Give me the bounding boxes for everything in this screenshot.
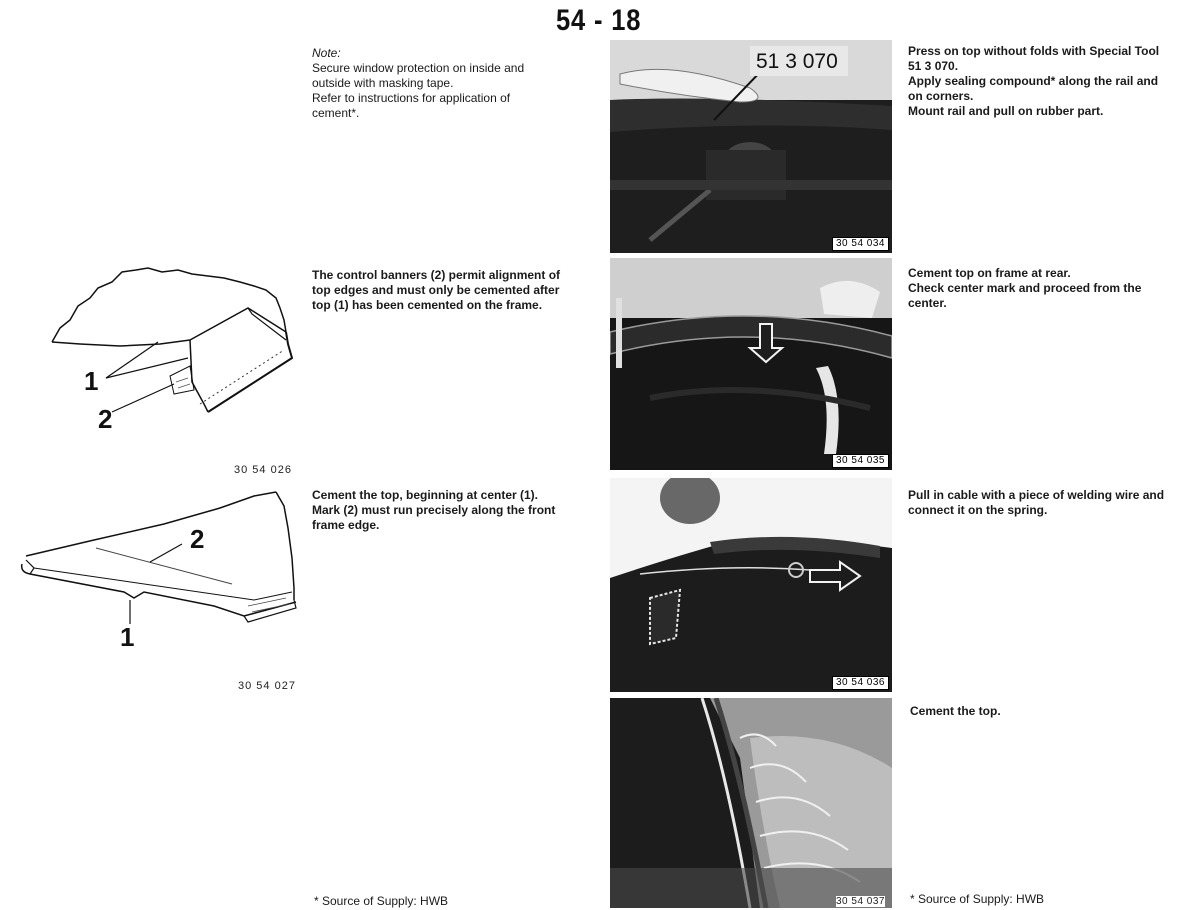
cement-center-text: Cement the top, beginning at center (1).… <box>312 488 555 533</box>
text-line: 51 3 070. <box>908 59 959 73</box>
text-line: on corners. <box>908 89 974 103</box>
banners-drawing: 1 2 <box>40 262 300 442</box>
photo-rear-frame: 30 54 035 <box>610 258 892 470</box>
callout-1: 1 <box>84 366 98 396</box>
figure-code: 30 54 027 <box>238 680 296 692</box>
step-1-text: Press on top without folds with Special … <box>908 44 1159 119</box>
note-text: Note: Secure window protection on inside… <box>312 46 524 121</box>
figure-code: 30 54 026 <box>234 464 292 476</box>
text-line: top (1) has been cemented on the frame. <box>312 298 543 312</box>
note-line: cement*. <box>312 106 360 120</box>
text-line: Pull in cable with a piece of welding wi… <box>908 488 1165 502</box>
text-line: Mark (2) must run precisely along the fr… <box>312 503 556 517</box>
cement-center-drawing: 2 1 <box>14 488 300 658</box>
text-line: frame edge. <box>312 518 380 532</box>
note-line: outside with masking tape. <box>312 76 454 90</box>
step-2-text: Cement top on frame at rear. Check cente… <box>908 266 1141 311</box>
photo-code: 30 54 037 <box>836 896 885 907</box>
callout-2: 2 <box>190 524 204 554</box>
photo-image <box>610 698 892 908</box>
banners-text: The control banners (2) permit alignment… <box>312 268 560 313</box>
top-edge-illustration: 2 1 <box>20 491 297 652</box>
callout-2: 2 <box>98 404 112 434</box>
tool-number-label: 51 3 070 <box>756 50 838 73</box>
text-line: Cement the top. <box>910 704 1001 718</box>
step-3-text: Pull in cable with a piece of welding wi… <box>908 488 1164 518</box>
text-line: top edges and must only be cemented afte… <box>312 283 560 297</box>
footnote: * Source of Supply: HWB <box>910 892 1045 906</box>
photo-cement-top <box>610 698 892 908</box>
text-line: connect it on the spring. <box>908 503 1048 517</box>
text-line: The control banners (2) permit alignment… <box>312 268 561 282</box>
page-number: 54 - 18 <box>556 4 642 37</box>
note-label: Note: <box>312 46 341 60</box>
step-4-text: Cement the top. <box>910 704 1001 719</box>
photo-code: 30 54 034 <box>832 237 889 251</box>
text-line: Cement the top, beginning at center (1). <box>312 488 539 502</box>
photo-code: 30 54 036 <box>832 676 889 690</box>
photo-image <box>610 258 892 470</box>
text-line: Apply sealing compound* along the rail a… <box>908 74 1159 88</box>
top-corner-illustration: 1 2 <box>51 267 294 434</box>
note-line: Secure window protection on inside and <box>312 61 525 75</box>
text-line: Cement top on frame at rear. <box>908 266 1071 280</box>
photo-special-tool: 51 3 070 30 54 034 <box>610 40 892 253</box>
photo-cable: 30 54 036 <box>610 478 892 692</box>
text-line: Check center mark and proceed from the <box>908 281 1142 295</box>
text-line: center. <box>908 296 947 310</box>
callout-1: 1 <box>120 622 134 652</box>
photo-image: 51 3 070 <box>610 40 892 253</box>
photo-code: 30 54 035 <box>832 454 889 468</box>
text-line: Mount rail and pull on rubber part. <box>908 104 1104 118</box>
text-line: Press on top without folds with Special … <box>908 44 1160 58</box>
photo-image <box>610 478 892 692</box>
footnote: * Source of Supply: HWB <box>314 894 449 908</box>
note-line: Refer to instructions for application of <box>312 91 511 105</box>
